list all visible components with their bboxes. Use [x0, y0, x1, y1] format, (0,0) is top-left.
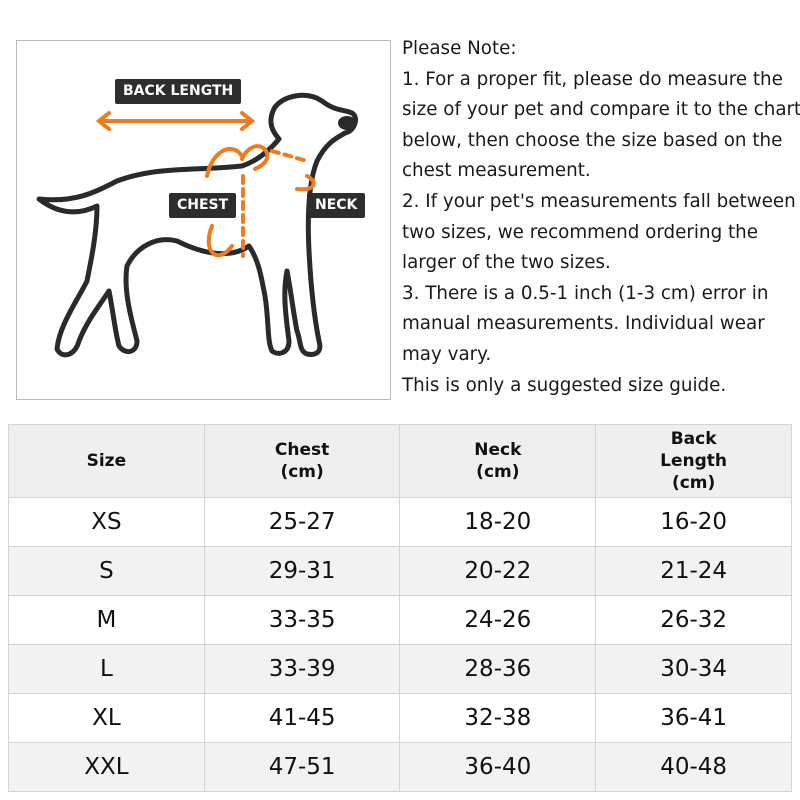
table-cell: S: [8, 546, 205, 596]
table-cell: XXL: [8, 742, 205, 792]
dog-measurement-diagram: BACK LENGTH CHEST NECK: [16, 40, 391, 400]
table-cell: 47-51: [203, 742, 401, 792]
chest-label: CHEST: [169, 193, 237, 218]
table-row: XL 41-45 32-38 36-41: [8, 693, 792, 743]
column-header-line: Chest: [274, 440, 330, 460]
table-row: XXL 47-51 36-40 40-48: [8, 742, 792, 792]
note-line: Please Note:: [402, 38, 517, 59]
table-cell: 21-24: [595, 546, 792, 596]
table-cell: 33-35: [203, 595, 401, 645]
size-chart-table: Size Chest (cm) Neck (cm) Back Length (cm) XS 25…: [8, 424, 792, 792]
note-line: 2. If your pet's measurements fall betwe…: [402, 190, 796, 212]
column-header: Chest (cm): [203, 424, 401, 498]
table-cell: 24-26: [399, 595, 597, 645]
table-cell: 18-20: [399, 497, 597, 547]
table-cell: 26-32: [595, 595, 792, 645]
table-cell: M: [8, 595, 205, 645]
note-line: two sizes, we recommend ordering the: [402, 221, 759, 243]
note-line: 1. For a proper fit, please do measure t…: [402, 68, 783, 90]
note-line: size of your pet and compare it to the c…: [402, 99, 800, 121]
table-cell: 20-22: [399, 546, 597, 596]
column-header: Back Length (cm): [595, 424, 792, 498]
table-cell: 36-40: [399, 742, 597, 792]
table-row: XS 25-27 18-20 16-20: [8, 497, 792, 547]
column-header-line: (cm): [671, 473, 716, 493]
table-header-row: Size Chest (cm) Neck (cm) Back Length (cm): [8, 424, 792, 498]
column-header-line: Back: [670, 429, 717, 449]
column-header-line: (cm): [280, 462, 324, 482]
note-line: may vary.: [402, 343, 492, 365]
note-line: 3. There is a 0.5-1 inch (1-3 cm) error …: [402, 282, 769, 304]
column-header: Size: [8, 424, 205, 498]
column-header-line: (cm): [476, 462, 520, 482]
table-cell: L: [8, 644, 205, 694]
please-note-text: Please Note: 1. For a proper fit, please…: [402, 34, 800, 401]
table-cell: 32-38: [399, 693, 597, 743]
note-line: below, then choose the size based on the: [402, 129, 783, 151]
table-cell: 29-31: [203, 546, 401, 596]
column-header: Neck (cm): [399, 424, 597, 498]
table-cell: 30-34: [595, 644, 792, 694]
table-cell: 41-45: [203, 693, 401, 743]
table-cell: 28-36: [399, 644, 597, 694]
note-line: manual measurements. Individual wear: [402, 313, 765, 335]
table-cell: 33-39: [203, 644, 401, 694]
back-length-label: BACK LENGTH: [115, 79, 242, 104]
table-cell: 25-27: [203, 497, 401, 547]
table-cell: 36-41: [595, 693, 792, 743]
note-line: chest measurement.: [402, 160, 591, 182]
note-line: larger of the two sizes.: [402, 252, 611, 274]
column-header-line: Length: [660, 451, 728, 471]
column-header-line: Size: [86, 451, 127, 471]
neck-label: NECK: [307, 193, 366, 218]
table-row: M 33-35 24-26 26-32: [8, 595, 792, 645]
table-cell: 16-20: [595, 497, 792, 547]
table-row: S 29-31 20-22 21-24: [8, 546, 792, 596]
table-cell: XL: [8, 693, 205, 743]
table-cell: XS: [8, 497, 205, 547]
dog-outline-icon: [36, 92, 358, 358]
table-cell: 40-48: [595, 742, 792, 792]
note-line: This is only a suggested size guide.: [402, 374, 727, 396]
column-header-line: Neck: [474, 440, 522, 460]
table-row: L 33-39 28-36 30-34: [8, 644, 792, 694]
